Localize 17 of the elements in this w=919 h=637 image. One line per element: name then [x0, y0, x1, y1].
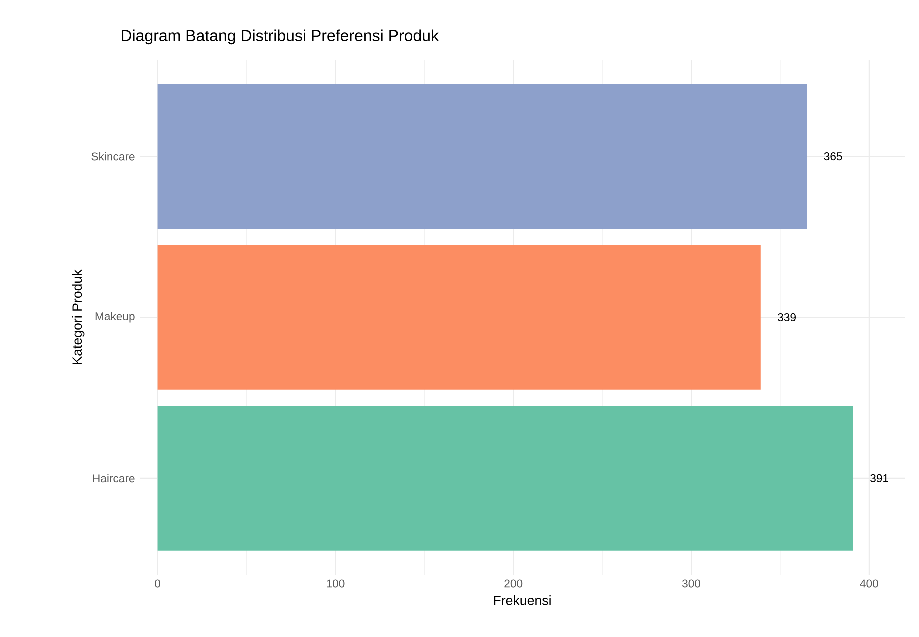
- x-axis-title: Frekuensi: [494, 596, 551, 606]
- y-tick-label: Haircare: [93, 474, 135, 483]
- x-tick-label: 100: [327, 580, 345, 588]
- x-tick-label: 0: [155, 580, 160, 588]
- data-label: 339: [778, 313, 796, 322]
- x-tick-label: 300: [682, 580, 701, 588]
- chart-title: Diagram Batang Distribusi Preferensi Produk: [122, 30, 440, 45]
- y-tick-label: Makeup: [96, 312, 135, 323]
- x-tick-label: 200: [504, 580, 523, 588]
- bar: [158, 84, 808, 229]
- y-axis-title: Kategori Produk: [72, 270, 85, 364]
- data-label: 365: [824, 152, 842, 161]
- x-tick-label: 400: [860, 580, 878, 588]
- data-label: 391: [870, 474, 888, 482]
- y-tick-label: Skincare: [92, 152, 135, 161]
- bar: [158, 406, 854, 551]
- bar: [158, 245, 761, 390]
